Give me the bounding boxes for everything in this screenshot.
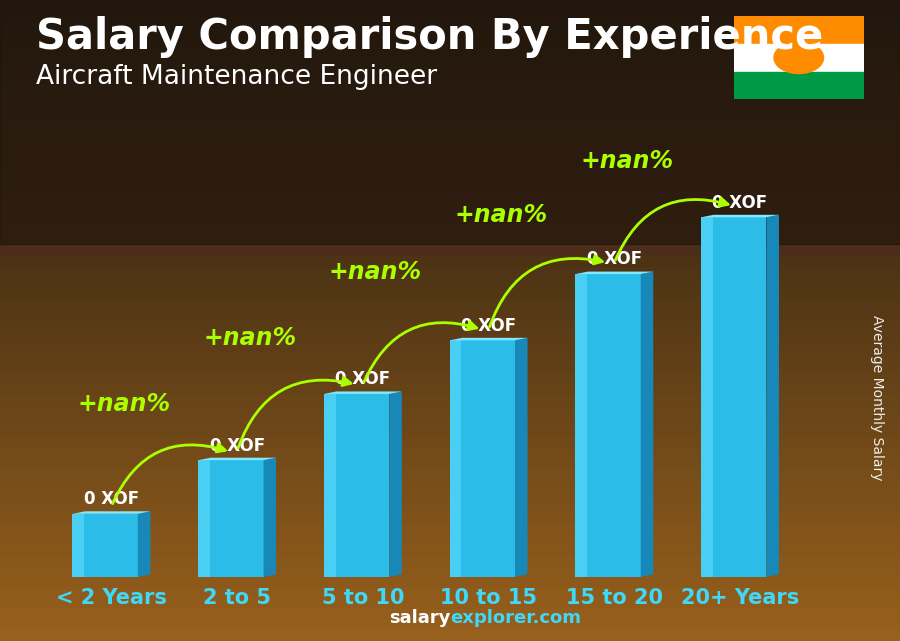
Text: 0 XOF: 0 XOF bbox=[461, 317, 516, 335]
Polygon shape bbox=[198, 460, 210, 577]
Polygon shape bbox=[324, 394, 336, 577]
Text: 5 to 10: 5 to 10 bbox=[321, 588, 404, 608]
Polygon shape bbox=[575, 274, 587, 577]
Polygon shape bbox=[73, 512, 150, 514]
Polygon shape bbox=[575, 272, 653, 274]
Text: +nan%: +nan% bbox=[203, 326, 296, 350]
Text: 10 to 15: 10 to 15 bbox=[440, 588, 537, 608]
Text: salary: salary bbox=[389, 609, 450, 627]
Polygon shape bbox=[198, 458, 276, 460]
Text: Aircraft Maintenance Engineer: Aircraft Maintenance Engineer bbox=[36, 64, 437, 90]
Bar bbox=[734, 44, 864, 72]
Polygon shape bbox=[450, 338, 527, 340]
Polygon shape bbox=[701, 215, 779, 217]
Polygon shape bbox=[450, 340, 462, 577]
Polygon shape bbox=[324, 392, 401, 394]
Text: Salary Comparison By Experience: Salary Comparison By Experience bbox=[36, 16, 824, 58]
Text: 0 XOF: 0 XOF bbox=[210, 437, 265, 454]
Bar bbox=[734, 72, 864, 99]
Polygon shape bbox=[324, 394, 390, 577]
Bar bbox=[734, 16, 864, 44]
Polygon shape bbox=[73, 514, 138, 577]
Text: 0 XOF: 0 XOF bbox=[587, 251, 642, 269]
Text: 0 XOF: 0 XOF bbox=[84, 490, 139, 508]
Circle shape bbox=[774, 42, 824, 74]
Polygon shape bbox=[450, 340, 515, 577]
Text: +nan%: +nan% bbox=[454, 203, 548, 227]
Text: 0 XOF: 0 XOF bbox=[336, 370, 391, 388]
Text: 15 to 20: 15 to 20 bbox=[566, 588, 662, 608]
Text: explorer.com: explorer.com bbox=[450, 609, 581, 627]
Polygon shape bbox=[515, 338, 527, 577]
Polygon shape bbox=[575, 274, 641, 577]
Text: +nan%: +nan% bbox=[580, 149, 673, 173]
Text: < 2 Years: < 2 Years bbox=[56, 588, 166, 608]
Polygon shape bbox=[138, 512, 150, 577]
Polygon shape bbox=[767, 215, 779, 577]
Text: Average Monthly Salary: Average Monthly Salary bbox=[870, 315, 885, 480]
Polygon shape bbox=[701, 217, 713, 577]
Text: 2 to 5: 2 to 5 bbox=[203, 588, 271, 608]
Text: +nan%: +nan% bbox=[77, 392, 171, 416]
Polygon shape bbox=[264, 458, 276, 577]
Polygon shape bbox=[390, 392, 401, 577]
Polygon shape bbox=[198, 460, 264, 577]
Polygon shape bbox=[73, 514, 85, 577]
Text: 0 XOF: 0 XOF bbox=[713, 194, 768, 212]
Text: +nan%: +nan% bbox=[328, 260, 422, 283]
Polygon shape bbox=[641, 272, 653, 577]
Polygon shape bbox=[701, 217, 767, 577]
Text: 20+ Years: 20+ Years bbox=[681, 588, 799, 608]
